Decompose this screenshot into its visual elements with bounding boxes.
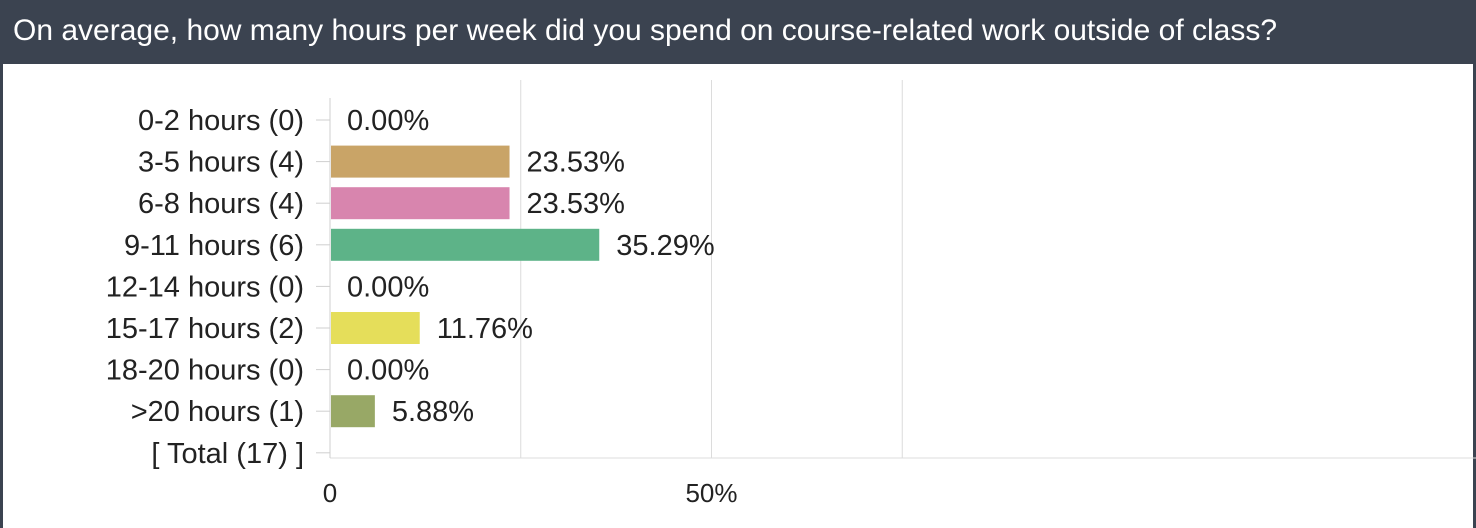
axes: 0 50% [316,98,1476,508]
value-label: 23.53% [527,147,625,179]
bar [331,312,420,344]
category-label: 3-5 hours (4) [138,147,304,179]
value-label: 0.00% [347,105,429,137]
gridlines [520,80,903,458]
bar [331,228,600,261]
value-label: 0.00% [347,271,429,303]
value-label: 11.76% [437,313,533,345]
value-label: 5.88% [392,396,474,428]
category-label: 6-8 hours (4) [138,188,304,220]
x-tick-label: 0 [323,478,337,508]
value-label: 0.00% [347,355,429,387]
bars [331,145,600,428]
bar-chart: 0 50% 0-2 hours (0) 0.00% 3-5 hours (4) 23.5… [106,80,1476,508]
value-label: 23.53% [527,188,625,220]
category-label: 15-17 hours (2) [106,313,304,345]
question-title: On average, how many hours per week did … [13,14,1278,48]
bar [331,145,510,178]
category-label: 0-2 hours (0) [138,105,304,137]
bar [331,395,375,428]
labels: 0-2 hours (0) 0.00% 3-5 hours (4) 23.53% 6-8… [106,105,715,470]
category-label: 9-11 hours (6) [124,230,304,262]
category-label: 12-14 hours (0) [106,271,304,303]
category-label: [ Total (17) ] [151,438,304,470]
category-label: 18-20 hours (0) [106,355,304,387]
question-header: On average, how many hours per week did … [3,0,1476,64]
value-label: 35.29% [616,230,714,262]
bar [331,187,510,220]
category-label: >20 hours (1) [131,396,304,428]
x-tick-label: 50% [685,478,737,508]
